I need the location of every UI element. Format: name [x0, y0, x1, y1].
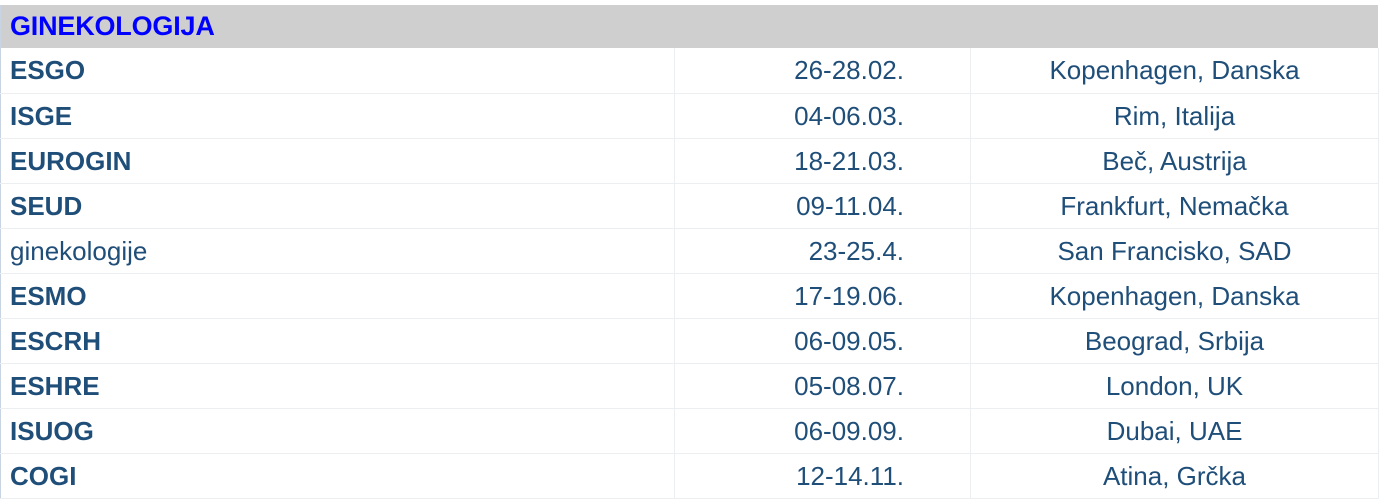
- cell-congress-date[interactable]: 09-11.04.: [674, 183, 971, 229]
- congress-table: ESGO 26-28.02. Kopenhagen, Danska ISGE 04-06…: [0, 48, 1379, 499]
- table-row[interactable]: ESHRE 05-08.07. London, UK: [0, 363, 1379, 409]
- cell-congress-location[interactable]: San Francisko, SAD: [970, 228, 1379, 274]
- cell-congress-name[interactable]: ESMO: [0, 273, 675, 319]
- table-row[interactable]: ESGO 26-28.02. Kopenhagen, Danska: [0, 48, 1379, 94]
- cell-congress-date[interactable]: 05-08.07.: [674, 363, 971, 409]
- cell-congress-date[interactable]: 26-28.02.: [674, 48, 971, 94]
- table-row[interactable]: ISGE 04-06.03. Rim, Italija: [0, 93, 1379, 139]
- cell-congress-location[interactable]: Atina, Grčka: [970, 453, 1379, 499]
- table-row[interactable]: ginekologije 23-25.4. San Francisko, SAD: [0, 228, 1379, 274]
- section-title: GINEKOLOGIJA: [10, 11, 215, 41]
- cell-congress-date[interactable]: 06-09.09.: [674, 408, 971, 454]
- section-header-row: GINEKOLOGIJA: [0, 5, 1378, 48]
- cell-congress-location[interactable]: Beč, Austrija: [970, 138, 1379, 184]
- cell-congress-location[interactable]: Beograd, Srbija: [970, 318, 1379, 364]
- cell-congress-date[interactable]: 04-06.03.: [674, 93, 971, 139]
- cell-congress-date[interactable]: 17-19.06.: [674, 273, 971, 319]
- cell-congress-location[interactable]: Kopenhagen, Danska: [970, 273, 1379, 319]
- cell-congress-name[interactable]: SEUD: [0, 183, 675, 229]
- cell-congress-location[interactable]: Kopenhagen, Danska: [970, 48, 1379, 94]
- table-row[interactable]: ISUOG 06-09.09. Dubai, UAE: [0, 408, 1379, 454]
- cell-congress-date[interactable]: 12-14.11.: [674, 453, 971, 499]
- cell-congress-date[interactable]: 06-09.05.: [674, 318, 971, 364]
- cell-congress-name[interactable]: COGI: [0, 453, 675, 499]
- cell-congress-name[interactable]: ISUOG: [0, 408, 675, 454]
- cell-congress-date[interactable]: 23-25.4.: [674, 228, 971, 274]
- cell-congress-name[interactable]: ginekologije: [0, 228, 675, 274]
- congress-table-body: ESGO 26-28.02. Kopenhagen, Danska ISGE 04-06…: [0, 48, 1379, 499]
- cell-congress-location[interactable]: London, UK: [970, 363, 1379, 409]
- table-row[interactable]: EUROGIN 18-21.03. Beč, Austrija: [0, 138, 1379, 184]
- cell-congress-name[interactable]: ESHRE: [0, 363, 675, 409]
- cell-congress-name[interactable]: ESCRH: [0, 318, 675, 364]
- cell-congress-location[interactable]: Rim, Italija: [970, 93, 1379, 139]
- cell-congress-location[interactable]: Dubai, UAE: [970, 408, 1379, 454]
- cell-congress-name[interactable]: ISGE: [0, 93, 675, 139]
- table-row[interactable]: SEUD 09-11.04. Frankfurt, Nemačka: [0, 183, 1379, 229]
- table-row[interactable]: COGI 12-14.11. Atina, Grčka: [0, 453, 1379, 499]
- cell-congress-date[interactable]: 18-21.03.: [674, 138, 971, 184]
- cell-congress-name[interactable]: ESGO: [0, 48, 675, 94]
- cell-congress-name[interactable]: EUROGIN: [0, 138, 675, 184]
- cell-congress-location[interactable]: Frankfurt, Nemačka: [970, 183, 1379, 229]
- table-row[interactable]: ESMO 17-19.06. Kopenhagen, Danska: [0, 273, 1379, 319]
- table-row[interactable]: ESCRH 06-09.05. Beograd, Srbija: [0, 318, 1379, 364]
